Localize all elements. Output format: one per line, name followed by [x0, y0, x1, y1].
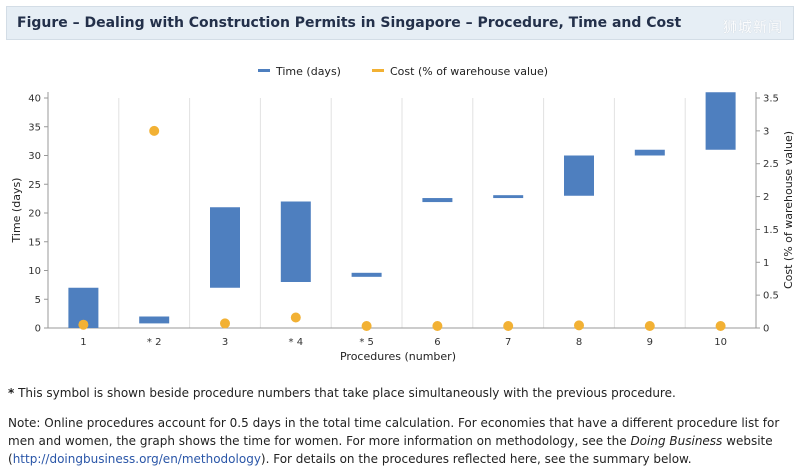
time-bar: [351, 272, 382, 277]
cost-point: [503, 321, 514, 331]
cost-point: [574, 320, 584, 331]
note-emphasis: Doing Business: [630, 434, 723, 448]
note-text-3: ). For details on the procedures reflect…: [260, 452, 692, 466]
x-tick-label: * 2: [147, 337, 162, 348]
y-axis-left-title: Time (days): [10, 178, 23, 244]
x-tick-label: 8: [576, 337, 582, 348]
y-right-tick-label: 1: [763, 258, 769, 269]
x-axis-title: Procedures (number): [340, 350, 456, 363]
y-left-tick-label: 10: [28, 266, 41, 277]
figure-header: Figure – Dealing with Construction Permi…: [6, 6, 794, 40]
x-tick-label: 7: [505, 337, 511, 348]
time-bar: [564, 155, 594, 196]
legend-time-swatch: [258, 69, 270, 72]
chart-legend: Time (days) Cost (% of warehouse value): [258, 65, 548, 78]
cost-point: [432, 321, 443, 331]
chart: Time (days) Cost (% of warehouse value) …: [10, 65, 795, 363]
legend-time-label: Time (days): [275, 65, 341, 78]
y-left-tick-label: 15: [28, 237, 41, 248]
x-tick-label: 9: [647, 337, 653, 348]
x-tick-label: 10: [714, 337, 727, 348]
y-right-tick-label: 3: [763, 126, 769, 137]
cost-point: [149, 125, 160, 136]
y-right-tick-label: 3.5: [763, 94, 779, 105]
time-bar: [280, 201, 311, 282]
footnote: * This symbol is shown beside procedure …: [8, 386, 676, 400]
footnote-symbol: *: [8, 386, 15, 400]
legend-cost-label: Cost (% of warehouse value): [390, 65, 548, 78]
y-left-tick-label: 5: [35, 295, 41, 306]
y-right-tick-label: 2.5: [763, 159, 779, 170]
x-tick-label: * 4: [289, 337, 304, 348]
x-tick-label: 6: [434, 337, 440, 348]
plot-area: 0 5 10 15 20 25 30 35 40 0 0.5 1 1.5 2 2.5 3 3.5 1 * 2 3 * 4…: [28, 92, 779, 348]
time-bar: [705, 92, 736, 150]
cost-point: [715, 321, 726, 331]
legend-cost-swatch: [372, 69, 384, 72]
time-bar: [422, 198, 453, 203]
y-right-tick-label: 0.5: [763, 291, 779, 302]
x-tick-label: 1: [80, 337, 86, 348]
cost-point: [644, 321, 655, 331]
cost-point: [361, 321, 372, 331]
note-text-2: website (: [8, 434, 773, 466]
y-left-tick-label: 30: [28, 151, 41, 162]
footnote-text: This symbol is shown beside procedure nu…: [14, 386, 676, 400]
methodology-note: Note: Online procedures account for 0.5 …: [8, 414, 792, 468]
cost-point: [78, 319, 89, 330]
y-right-tick-label: 1.5: [763, 225, 779, 236]
time-bar: [634, 149, 665, 156]
y-left-tick-label: 0: [35, 324, 41, 335]
y-left-tick-label: 35: [28, 122, 41, 133]
y-left-tick-label: 25: [28, 180, 41, 191]
time-bar: [210, 207, 240, 288]
x-tick-label: * 5: [359, 337, 374, 348]
methodology-link[interactable]: http://doingbusiness.org/en/methodology: [12, 452, 261, 466]
time-bar: [139, 316, 170, 324]
time-bar: [493, 195, 524, 199]
y-left-tick-label: 20: [28, 209, 41, 220]
note-text-1: Note: Online procedures account for 0.5 …: [8, 416, 780, 448]
cost-point: [290, 312, 301, 323]
figure-title: Figure – Dealing with Construction Permi…: [17, 15, 682, 31]
y-right-tick-label: 2: [763, 192, 769, 203]
x-tick-label: 3: [222, 337, 228, 348]
watermark: 狮城新闻: [723, 20, 783, 36]
y-right-tick-label: 0: [763, 324, 769, 335]
y-axis-right-title: Cost (% of warehouse value): [782, 131, 795, 289]
cost-point: [220, 318, 230, 329]
y-left-tick-label: 40: [28, 94, 41, 105]
